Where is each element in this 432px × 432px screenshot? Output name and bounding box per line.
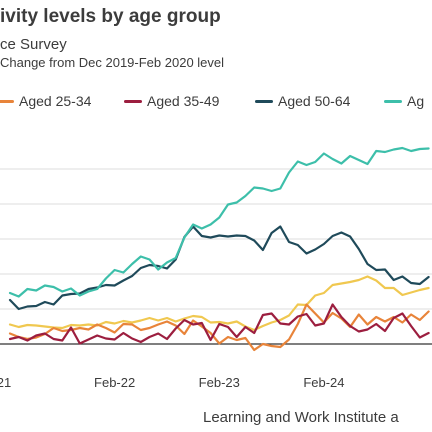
legend-label-aged-65-plus: Ag xyxy=(407,93,425,109)
chart-title: ivity levels by age group xyxy=(0,6,221,27)
legend-label-aged-35-49: Aged 35-49 xyxy=(147,93,220,109)
legend-label-aged-50-64: Aged 50-64 xyxy=(278,93,351,109)
legend-item-aged-25-34: Aged 25-34 xyxy=(0,92,91,110)
legend: Aged 25-34 Aged 35-49 Aged 50-64 Ag xyxy=(0,92,432,110)
series-line-aged-50-64 xyxy=(8,225,430,311)
legend-item-aged-50-64: Aged 50-64 xyxy=(255,92,350,110)
x-tick-label: 21 xyxy=(0,375,11,390)
legend-label-aged-25-34: Aged 25-34 xyxy=(19,93,92,109)
series-line-aged-25-34 xyxy=(8,303,430,352)
chart-subtitle: ce Survey xyxy=(0,36,67,53)
series-line-aged-35-49 xyxy=(8,303,430,345)
source-credit: Learning and Work Institute a xyxy=(203,409,399,426)
line-chart: 21 Feb-22 Feb-23 Feb-24 xyxy=(0,146,432,390)
legend-item-aged-65-plus: Ag xyxy=(384,92,424,110)
legend-item-aged-35-49: Aged 35-49 xyxy=(124,92,219,110)
x-tick-label: Feb-24 xyxy=(303,375,344,390)
series-line-ag xyxy=(8,146,430,298)
x-tick-label: Feb-23 xyxy=(199,375,240,390)
x-tick-label: Feb-22 xyxy=(94,375,135,390)
legend-swatch-aged-50-64 xyxy=(255,99,273,103)
series-line-unlabelled xyxy=(8,275,430,332)
legend-swatch-aged-65-plus xyxy=(384,99,402,103)
legend-swatch-aged-35-49 xyxy=(124,99,142,103)
legend-swatch-aged-25-34 xyxy=(0,99,14,103)
y-units-label: Change from Dec 2019-Feb 2020 level xyxy=(0,55,225,70)
